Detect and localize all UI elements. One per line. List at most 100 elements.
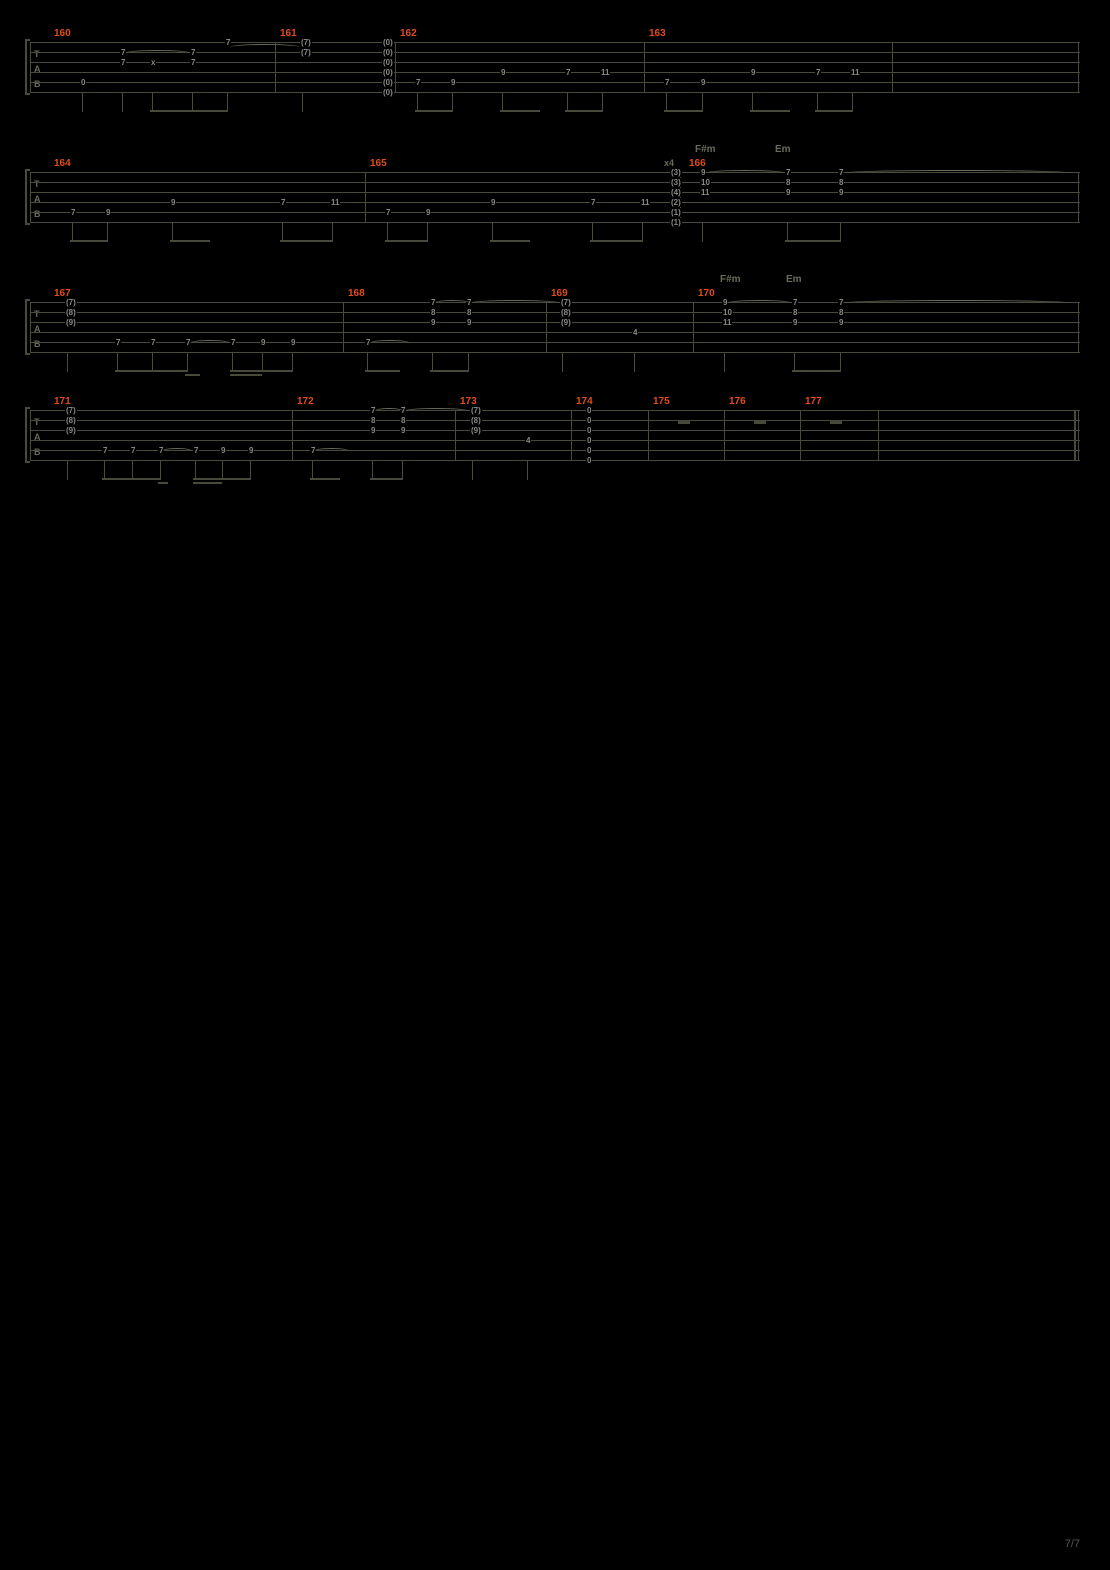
- staff-lines: TAB167168169170F#mEm(7)(8)(9)77779977897…: [30, 302, 1080, 352]
- beam: [70, 240, 107, 242]
- staff-line: [30, 222, 1080, 223]
- bar-line: [724, 410, 725, 460]
- note-stem: [367, 352, 368, 372]
- note-stem: [67, 352, 68, 372]
- tie: [375, 408, 403, 414]
- note-stem: [502, 92, 503, 112]
- note-stem: [562, 352, 563, 372]
- beam: [193, 478, 250, 480]
- note-stem: [527, 460, 528, 480]
- whole-rest: [830, 420, 842, 424]
- chord-label: F#m: [720, 274, 741, 285]
- fret-number: 0: [586, 406, 592, 415]
- note-stem: [222, 460, 223, 480]
- staff-lines: TAB171172173174175176177(7)(8)(9)7777997…: [30, 410, 1080, 460]
- fret-number: 7: [792, 298, 798, 307]
- beam: [193, 482, 222, 484]
- fret-number: 9: [700, 78, 706, 87]
- fret-number: 9: [170, 198, 176, 207]
- note-stem: [227, 92, 228, 112]
- tie: [842, 170, 1072, 176]
- staff-line: [30, 42, 1080, 43]
- fret-number: (7): [65, 298, 77, 307]
- staff-line: [30, 322, 1080, 323]
- measure-number: 176: [729, 396, 746, 407]
- note-stem: [642, 222, 643, 242]
- tie: [230, 44, 300, 50]
- note-stem: [666, 92, 667, 112]
- fret-number: 7: [565, 68, 571, 77]
- fret-number: (8): [65, 416, 77, 425]
- fret-number: (0): [382, 38, 394, 47]
- fret-number: 11: [700, 188, 710, 197]
- tab-system-2: TAB167168169170F#mEm(7)(8)(9)77779977897…: [30, 302, 1080, 352]
- tie: [727, 300, 792, 306]
- beam: [750, 110, 790, 112]
- fret-number: 8: [430, 308, 436, 317]
- bar-line: [1078, 42, 1079, 92]
- note-stem: [172, 222, 173, 242]
- note-stem: [195, 460, 196, 480]
- note-stem: [312, 460, 313, 480]
- fret-number: 7: [70, 208, 76, 217]
- bar-line: [644, 42, 645, 92]
- fret-number: 9: [220, 446, 226, 455]
- note-stem: [852, 92, 853, 112]
- note-stem: [634, 352, 635, 372]
- fret-number: 9: [430, 318, 436, 327]
- fret-number: (7): [300, 48, 312, 57]
- fret-number: (0): [382, 48, 394, 57]
- measure-number: 165: [370, 158, 387, 169]
- fret-number: 7: [280, 198, 286, 207]
- note-stem: [282, 222, 283, 242]
- bar-line: [892, 42, 893, 92]
- beam: [565, 110, 602, 112]
- note-stem: [417, 92, 418, 112]
- measure-number: 172: [297, 396, 314, 407]
- bar-line: [292, 410, 293, 460]
- fret-number: (1): [670, 208, 682, 217]
- beam: [158, 482, 168, 484]
- tie: [314, 448, 349, 454]
- whole-rest: [754, 420, 766, 424]
- bar-line: [800, 410, 801, 460]
- note-stem: [602, 92, 603, 112]
- note-stem: [567, 92, 568, 112]
- tab-system-1: TAB164165166F#mEmx4799711799711(3)(3)(4)…: [30, 172, 1080, 222]
- staff-line: [30, 440, 1080, 441]
- repeat-label: x4: [664, 158, 674, 168]
- beam: [115, 370, 152, 372]
- tie: [470, 300, 560, 306]
- fret-number: 9: [838, 188, 844, 197]
- beam: [230, 370, 292, 372]
- fret-number: 4: [632, 328, 638, 337]
- fret-number: 7: [150, 338, 156, 347]
- fret-number: (9): [560, 318, 572, 327]
- fret-number: 9: [466, 318, 472, 327]
- staff-line: [30, 182, 1080, 183]
- note-stem: [160, 460, 161, 480]
- fret-number: 8: [466, 308, 472, 317]
- beam: [310, 478, 340, 480]
- page-number: 7/7: [1065, 1538, 1080, 1550]
- fret-number: 7: [230, 338, 236, 347]
- fret-number: 7: [120, 58, 126, 67]
- note-stem: [724, 352, 725, 372]
- note-stem: [787, 222, 788, 242]
- fret-number: 9: [500, 68, 506, 77]
- note-stem: [702, 92, 703, 112]
- beam: [190, 110, 227, 112]
- fret-number: 11: [850, 68, 860, 77]
- fret-number: 7: [815, 68, 821, 77]
- staff-line: [30, 332, 1080, 333]
- note-stem: [82, 92, 83, 112]
- fret-number: 9: [400, 426, 406, 435]
- fret-number: 9: [425, 208, 431, 217]
- measure-number: 162: [400, 28, 417, 39]
- fret-number: 9: [370, 426, 376, 435]
- beam: [590, 240, 642, 242]
- fret-number: (2): [670, 198, 682, 207]
- note-stem: [302, 92, 303, 112]
- fret-number: 7: [193, 446, 199, 455]
- note-stem: [67, 460, 68, 480]
